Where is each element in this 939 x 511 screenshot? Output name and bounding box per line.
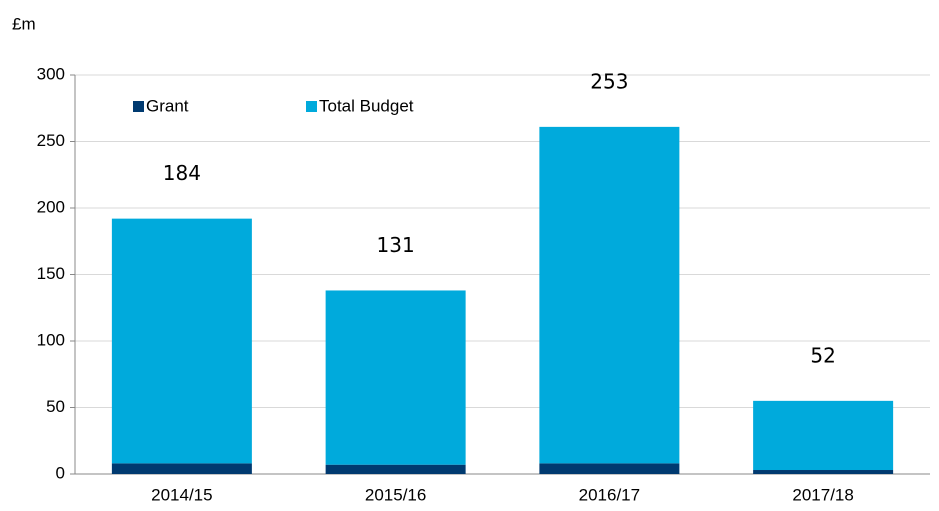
y-tick-label: 300 bbox=[37, 64, 65, 83]
legend-label: Grant bbox=[146, 96, 189, 115]
data-label: 52 bbox=[810, 343, 835, 367]
y-tick-label: 250 bbox=[37, 131, 65, 150]
bar-segment bbox=[325, 290, 466, 465]
legend-swatch bbox=[306, 101, 317, 112]
y-tick-label: 100 bbox=[37, 330, 65, 349]
bar-segment bbox=[111, 218, 252, 464]
y-tick-label: 50 bbox=[46, 397, 65, 416]
x-tick-label: 2017/18 bbox=[792, 485, 853, 504]
bar-segment bbox=[539, 126, 680, 464]
x-tick-label: 2014/15 bbox=[151, 485, 212, 504]
data-label: 184 bbox=[163, 161, 201, 185]
legend-swatch bbox=[133, 101, 144, 112]
y-tick-label: 0 bbox=[56, 463, 65, 482]
data-label: 131 bbox=[377, 233, 415, 257]
bar-segment bbox=[753, 400, 894, 471]
bar-segment bbox=[753, 470, 894, 474]
y-tick-label: 200 bbox=[37, 197, 65, 216]
bar-segment bbox=[325, 464, 466, 474]
y-tick-label: 150 bbox=[37, 264, 65, 283]
data-label: 253 bbox=[590, 69, 628, 93]
bar-segment bbox=[111, 463, 252, 474]
x-tick-label: 2015/16 bbox=[365, 485, 426, 504]
y-axis-label: £m bbox=[12, 14, 36, 33]
bar-segment bbox=[539, 463, 680, 474]
x-tick-label: 2016/17 bbox=[579, 485, 640, 504]
legend-label: Total Budget bbox=[319, 96, 414, 115]
